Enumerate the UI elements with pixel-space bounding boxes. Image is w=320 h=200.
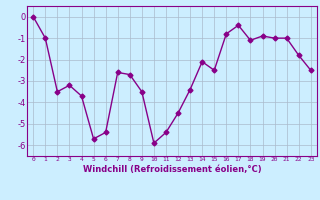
- X-axis label: Windchill (Refroidissement éolien,°C): Windchill (Refroidissement éolien,°C): [83, 165, 261, 174]
